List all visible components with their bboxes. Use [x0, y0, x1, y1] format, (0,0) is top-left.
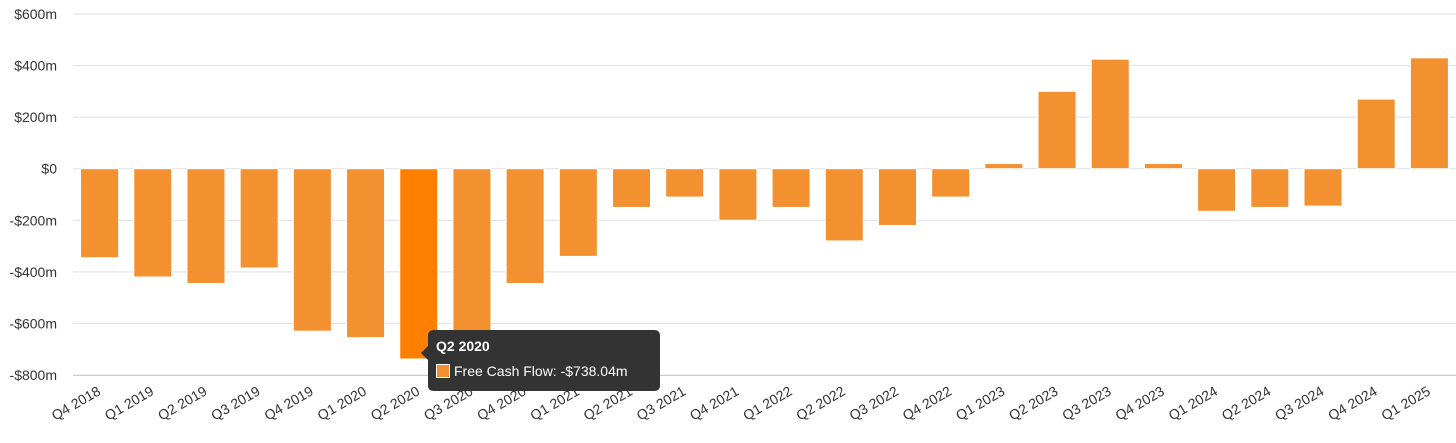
x-tick-label: Q3 2022	[846, 383, 901, 424]
bar[interactable]	[239, 168, 279, 269]
bar[interactable]	[292, 168, 332, 332]
x-tick-label: Q1 2022	[740, 383, 795, 424]
bar[interactable]	[399, 168, 439, 360]
tooltip-swatch	[436, 364, 450, 378]
bar[interactable]	[452, 168, 492, 332]
tooltip-title: Q2 2020	[436, 338, 490, 354]
x-tick-label: Q1 2024	[1166, 383, 1221, 424]
x-tick-label: Q1 2020	[315, 383, 370, 424]
bar[interactable]	[1090, 58, 1130, 170]
bar[interactable]	[931, 168, 971, 198]
bar[interactable]	[1409, 57, 1449, 170]
bar[interactable]	[1250, 168, 1290, 208]
x-tick-label: Q1 2019	[102, 383, 157, 424]
x-tick-label: Q3 2019	[208, 383, 263, 424]
x-tick-label: Q4 2019	[261, 383, 316, 424]
x-tick-label: Q2 2019	[155, 383, 210, 424]
grid-lines	[73, 13, 1456, 376]
y-tick-label: -$600m	[10, 315, 57, 331]
bar[interactable]	[665, 168, 705, 198]
bar[interactable]	[1197, 168, 1237, 212]
x-tick-label: Q4 2023	[1112, 383, 1167, 424]
x-tick-label: Q1 2023	[953, 383, 1008, 424]
y-tick-label: -$400m	[10, 264, 57, 280]
y-tick-label: -$800m	[10, 367, 57, 383]
bar[interactable]	[877, 168, 917, 226]
bar[interactable]	[984, 163, 1024, 170]
bar[interactable]	[824, 168, 864, 242]
y-tick-label: $200m	[14, 109, 57, 125]
x-tick-label: Q4 2022	[900, 383, 955, 424]
bar[interactable]	[346, 168, 386, 339]
x-tick-label: Q1 2025	[1378, 383, 1433, 424]
tooltip: Q2 2020 Free Cash Flow: -$738.04m	[421, 330, 660, 391]
bar[interactable]	[1143, 163, 1183, 170]
x-tick-label: Q4 2018	[49, 383, 104, 424]
y-tick-label: $0	[41, 161, 57, 177]
bar[interactable]	[1037, 90, 1077, 170]
tooltip-row: Free Cash Flow: -$738.04m	[436, 363, 652, 379]
bar[interactable]	[186, 168, 226, 284]
bar[interactable]	[133, 168, 173, 278]
x-tick-label: Q4 2021	[687, 383, 742, 424]
bar[interactable]	[612, 168, 652, 208]
x-tick-label: Q2 2020	[368, 383, 423, 424]
y-tick-label: $400m	[14, 58, 57, 74]
x-tick-label: Q4 2024	[1325, 383, 1380, 424]
bar[interactable]	[1303, 168, 1343, 207]
bar[interactable]	[505, 168, 545, 284]
x-tick-label: Q3 2024	[1272, 383, 1327, 424]
x-tick-label: Q2 2023	[1006, 383, 1061, 424]
x-tick-label: Q2 2024	[1219, 383, 1274, 424]
bar[interactable]	[558, 168, 598, 257]
y-tick-label: -$200m	[10, 212, 57, 228]
bar[interactable]	[718, 168, 758, 221]
y-tick-label: $600m	[14, 6, 57, 22]
x-tick-label: Q2 2022	[793, 383, 848, 424]
bar[interactable]	[1356, 98, 1396, 170]
bars	[80, 57, 1449, 360]
y-axis: $600m $400m $200m $0 -$200m -$400m -$600m -$800…	[10, 6, 58, 383]
tooltip-text: Free Cash Flow: -$738.04m	[454, 363, 628, 379]
bar[interactable]	[80, 168, 120, 259]
x-tick-label: Q3 2023	[1059, 383, 1114, 424]
bar[interactable]	[771, 168, 811, 208]
